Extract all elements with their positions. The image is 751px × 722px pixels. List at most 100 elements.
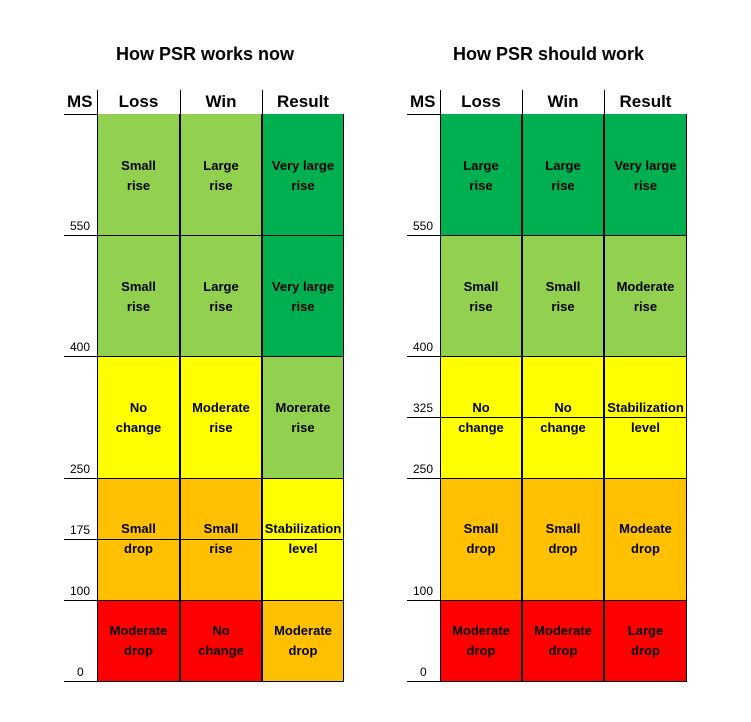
cell-label: level <box>631 420 660 435</box>
cell-label: Small <box>121 279 156 294</box>
cell-result: Very large rise <box>604 114 687 235</box>
cell-label: rise <box>209 299 233 314</box>
win-header: Win <box>205 92 237 111</box>
ms-tick: 250 <box>70 462 91 476</box>
cell-label: rise <box>551 178 575 193</box>
cell-label: drop <box>548 541 578 556</box>
cell-label: Stabilization <box>264 521 342 536</box>
cell-label: Large <box>545 158 581 173</box>
ms-tick: 400 <box>70 340 91 354</box>
header-separator <box>440 90 441 114</box>
grid-line <box>64 600 344 601</box>
ms-tick: 550 <box>70 219 91 233</box>
cell-loss: Small drop <box>440 478 522 600</box>
grid-line <box>407 600 687 601</box>
cell-win: Large rise <box>180 235 262 356</box>
cell-label: No <box>472 400 490 415</box>
win-header: Win <box>547 92 579 111</box>
cell-label: Large <box>203 279 239 294</box>
cell-loss: Small rise <box>97 235 180 356</box>
header-separator <box>262 90 263 114</box>
cell-label: rise <box>469 299 493 314</box>
ms-header: MS <box>410 92 436 111</box>
cell-win: Moderate drop <box>522 600 604 681</box>
cell-label: rise <box>209 178 233 193</box>
cell-label: rise <box>633 178 658 193</box>
cell-label: rise <box>209 420 233 435</box>
loss-header: Loss <box>461 92 501 111</box>
cell-label: drop <box>124 541 153 556</box>
cell-label: rise <box>291 178 315 193</box>
cell-result: Large drop <box>604 600 687 681</box>
grid-line <box>64 478 344 479</box>
grid-line <box>407 235 687 236</box>
grid-line <box>407 478 687 479</box>
cell-label: drop <box>631 541 660 556</box>
cell-label: Morerate <box>275 400 331 415</box>
cell-label: Large <box>203 158 239 173</box>
cell-label: drop <box>631 643 660 658</box>
cell-label: drop <box>124 643 153 658</box>
cell-label: Small <box>121 158 156 173</box>
cell-label: rise <box>126 178 151 193</box>
cell-label: rise <box>126 299 151 314</box>
cell-loss: Small rise <box>440 235 522 356</box>
cell-label: Small <box>463 521 499 536</box>
cell-label: No <box>212 623 230 638</box>
cell-label: Moderate <box>534 623 592 638</box>
cell-label: rise <box>551 299 575 314</box>
cell-result: Very large rise <box>262 114 344 235</box>
cell-result: Morerate rise <box>262 356 344 478</box>
cell-label: No <box>129 400 148 415</box>
cell-label: drop <box>466 643 496 658</box>
cell-win: Small rise <box>522 235 604 356</box>
cell-label: rise <box>209 541 233 556</box>
cell-label: Small <box>121 521 156 536</box>
ms-tick: 100 <box>413 584 434 598</box>
cell-label: No <box>554 400 572 415</box>
cell-loss: Small rise <box>97 114 180 235</box>
cell-result: Moderate drop <box>262 600 344 681</box>
grid-line <box>64 356 344 357</box>
cell-label: level <box>288 541 318 556</box>
cell-win: No change <box>180 600 262 681</box>
cell-label: drop <box>548 643 578 658</box>
panel-title: How PSR works now <box>116 44 295 64</box>
cell-loss: No change <box>97 356 180 478</box>
grid-line <box>64 539 344 540</box>
ms-tick: 100 <box>70 584 91 598</box>
header-separator <box>180 90 181 114</box>
cell-win: Moderate rise <box>180 356 262 478</box>
ms-tick: 250 <box>413 462 434 476</box>
cell-label: Large <box>463 158 499 173</box>
cell-label: change <box>458 420 504 435</box>
panel-title: How PSR should work <box>453 44 645 64</box>
header-separator <box>522 90 523 114</box>
cell-label: change <box>115 420 162 435</box>
cell-label: Moderate <box>109 623 168 638</box>
grid-line <box>407 417 687 418</box>
cell-label: Moderate <box>192 400 250 415</box>
cell-label: Very large <box>271 279 335 294</box>
grid-line <box>64 681 344 682</box>
cell-loss: Large rise <box>440 114 522 235</box>
cell-result: Very large rise <box>262 235 344 356</box>
cell-label: Moderate <box>274 623 332 638</box>
header-separator <box>604 90 605 114</box>
cell-label: rise <box>291 299 315 314</box>
result-header: Result <box>277 92 329 111</box>
cell-loss: Moderate drop <box>97 600 180 681</box>
ms-tick: 0 <box>420 665 427 679</box>
cell-label: Small <box>463 279 499 294</box>
ms-tick: 325 <box>413 401 434 415</box>
cell-label: Moderate <box>616 279 675 294</box>
header-separator <box>97 90 98 114</box>
cell-label: Moderate <box>452 623 510 638</box>
ms-header: MS <box>67 92 93 111</box>
cell-label: Small <box>545 521 581 536</box>
loss-header: Loss <box>118 92 159 111</box>
cell-label: Modeate <box>619 521 672 536</box>
cell-label: drop <box>466 541 496 556</box>
cell-label: change <box>540 420 586 435</box>
ms-tick: 550 <box>413 219 434 233</box>
